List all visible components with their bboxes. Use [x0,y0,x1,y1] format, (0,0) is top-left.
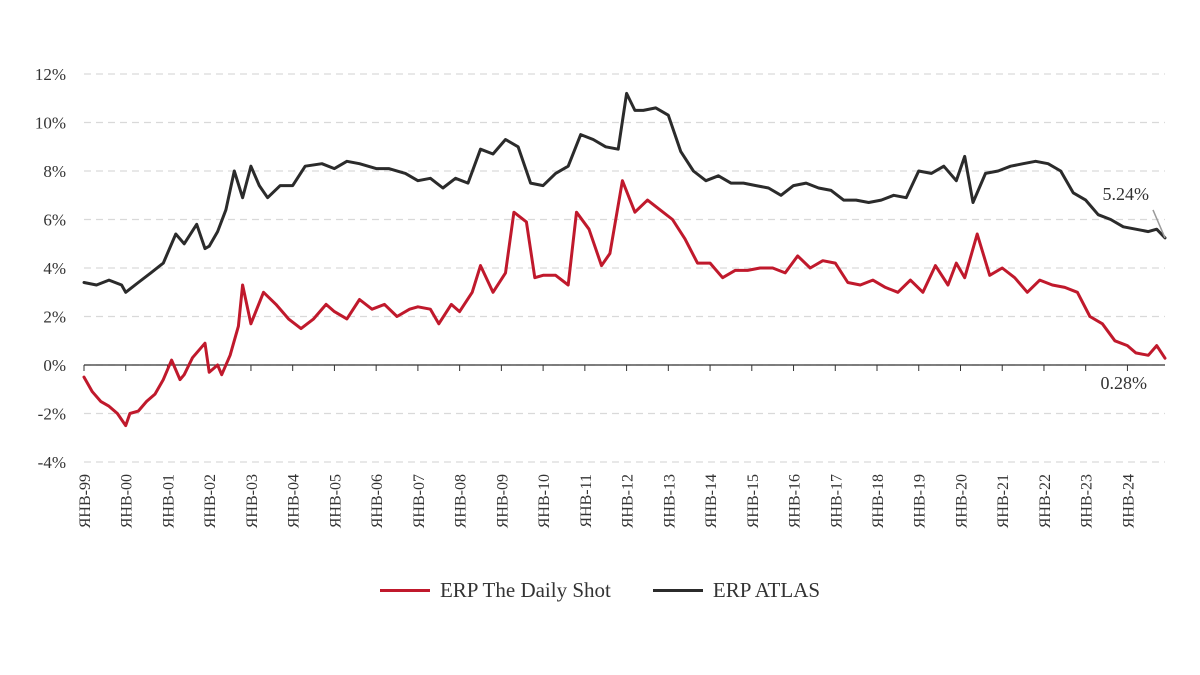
series-line-atlas [82,91,1167,294]
x-tick-label: ЯНВ-18 [870,474,887,528]
y-tick-label: -2% [38,405,66,424]
legend-label-atlas: ERP ATLAS [712,578,821,602]
x-tick-label: ЯНВ-03 [244,474,261,528]
y-tick-label: 8% [43,162,66,181]
x-tick-label: ЯНВ-21 [995,474,1012,528]
legend-swatch-daily-shot [379,589,430,592]
x-tick-label: ЯНВ-11 [578,474,595,528]
x-tick-label: ЯНВ-24 [1120,474,1137,528]
y-tick-label: 4% [43,259,66,278]
x-tick-label: ЯНВ-00 [119,474,136,528]
annotation-label-atlas: 5.24% [1103,184,1150,204]
y-tick-label: -4% [38,453,66,472]
legend-swatch-atlas [652,589,703,592]
series-line-daily-shot [82,179,1167,428]
x-tick-label: ЯНВ-13 [661,474,678,528]
x-tick-label: ЯНВ-99 [77,474,94,528]
x-tick-label: ЯНВ-17 [828,474,845,528]
x-tick-label: ЯНВ-15 [745,474,762,528]
x-tick-label: ЯНВ-14 [703,474,720,528]
chart-legend: ERP The Daily Shot ERP ATLAS [0,578,1200,603]
x-tick-label: ЯНВ-06 [369,474,386,528]
x-tick-label: ЯНВ-12 [620,474,637,528]
x-tick-label: ЯНВ-16 [787,474,804,528]
annotation-leader-atlas [1152,209,1166,239]
x-tick-label: ЯНВ-23 [1079,474,1096,528]
x-tick-label: ЯНВ-01 [160,474,177,528]
x-tick-label: ЯНВ-10 [536,474,553,528]
legend-item-atlas: ERP ATLAS [652,578,821,603]
x-tick-label: ЯНВ-22 [1037,474,1054,528]
y-tick-label: 6% [43,211,66,230]
x-tick-label: ЯНВ-08 [453,474,470,528]
x-tick-label: ЯНВ-20 [953,474,970,528]
annotation-label-daily-shot: 0.28% [1101,373,1148,393]
x-tick-label: ЯНВ-07 [411,474,428,528]
y-tick-label: 12% [35,65,66,84]
y-tick-label: 2% [43,308,66,327]
y-tick-label: 0% [43,356,66,375]
x-tick-label: ЯНВ-02 [202,474,219,528]
y-tick-label: 10% [35,114,66,133]
x-tick-label: ЯНВ-19 [912,474,929,528]
x-tick-label: ЯНВ-09 [494,474,511,528]
x-tick-label: ЯНВ-04 [286,474,303,528]
legend-item-daily-shot: ERP The Daily Shot [379,578,611,603]
legend-label-daily-shot: ERP The Daily Shot [439,578,611,602]
x-tick-label: ЯНВ-05 [327,474,344,528]
